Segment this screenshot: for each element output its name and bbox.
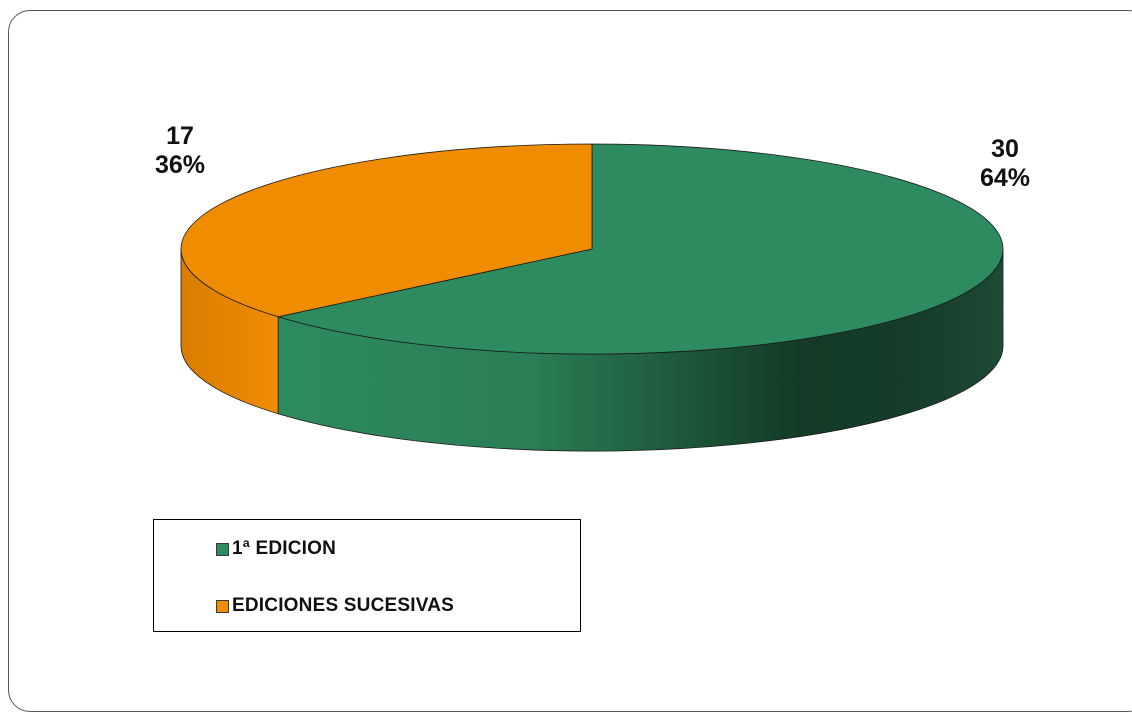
legend-swatch-orange (216, 599, 229, 613)
slice-percent: 36% (155, 151, 206, 179)
slice-label-1a-edicion: 30 64% (980, 135, 1030, 193)
pie-slice-ediciones-sucesivas (180, 143, 593, 318)
slice-label-ediciones-sucesivas: 17 36% (155, 122, 205, 180)
legend-label: 1ª EDICION (232, 538, 337, 559)
legend-swatch-green (216, 542, 229, 556)
legend-label: EDICIONES SUCESIVAS (232, 595, 454, 616)
pie-top-faces (180, 143, 1004, 355)
slice-value: 30 (991, 135, 1019, 163)
chart-legend: 1ª EDICION EDICIONES SUCESIVAS (153, 519, 581, 632)
slice-value: 17 (166, 122, 194, 150)
pie-slice-1a-edicion (278, 143, 1004, 355)
legend-item-1a-edicion: 1ª EDICION (216, 537, 336, 561)
pie-chart (180, 143, 1004, 452)
slice-percent: 64% (980, 164, 1031, 192)
legend-item-ediciones-sucesivas: EDICIONES SUCESIVAS (216, 594, 454, 618)
